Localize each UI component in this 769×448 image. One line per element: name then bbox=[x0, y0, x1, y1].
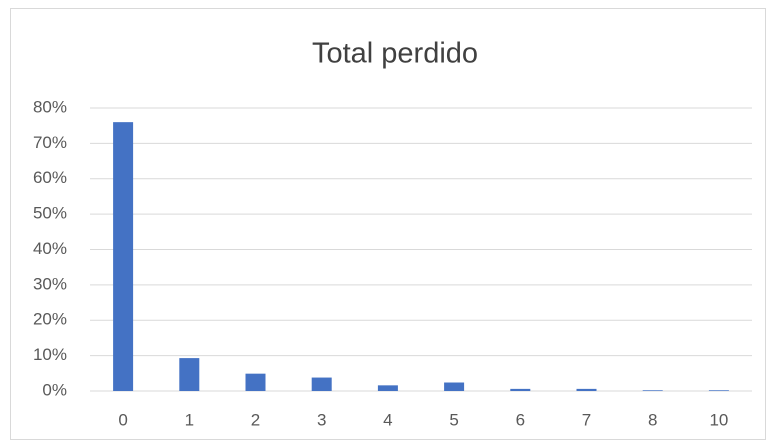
y-tick-label: 20% bbox=[33, 310, 67, 329]
y-tick-label: 0% bbox=[42, 380, 67, 399]
x-tick-label: 10 bbox=[709, 410, 728, 429]
bar bbox=[576, 388, 597, 391]
x-tick-label: 7 bbox=[582, 410, 591, 429]
bar bbox=[642, 390, 663, 391]
chart-border bbox=[10, 8, 766, 440]
x-tick-label: 0 bbox=[118, 410, 127, 429]
bar bbox=[510, 388, 531, 391]
y-tick-label: 40% bbox=[33, 239, 67, 258]
y-tick-label: 10% bbox=[33, 345, 67, 364]
chart-title: Total perdido bbox=[312, 38, 478, 70]
y-tick-label: 30% bbox=[33, 274, 67, 293]
bar bbox=[708, 390, 729, 391]
x-tick-label: 5 bbox=[449, 410, 458, 429]
x-tick-label: 6 bbox=[516, 410, 525, 429]
x-tick-label: 4 bbox=[383, 410, 392, 429]
x-tick-label: 2 bbox=[251, 410, 260, 429]
y-tick-label: 50% bbox=[33, 204, 67, 223]
y-tick-label: 60% bbox=[33, 168, 67, 187]
bar bbox=[113, 122, 134, 392]
bar bbox=[179, 358, 200, 391]
x-tick-label: 3 bbox=[317, 410, 326, 429]
bar bbox=[311, 377, 332, 391]
x-tick-label: 8 bbox=[648, 410, 657, 429]
y-tick-label: 80% bbox=[33, 97, 67, 116]
bar bbox=[245, 373, 266, 391]
bar bbox=[377, 385, 398, 391]
y-tick-label: 70% bbox=[33, 133, 67, 152]
bar bbox=[444, 382, 465, 391]
x-tick-label: 1 bbox=[185, 410, 194, 429]
